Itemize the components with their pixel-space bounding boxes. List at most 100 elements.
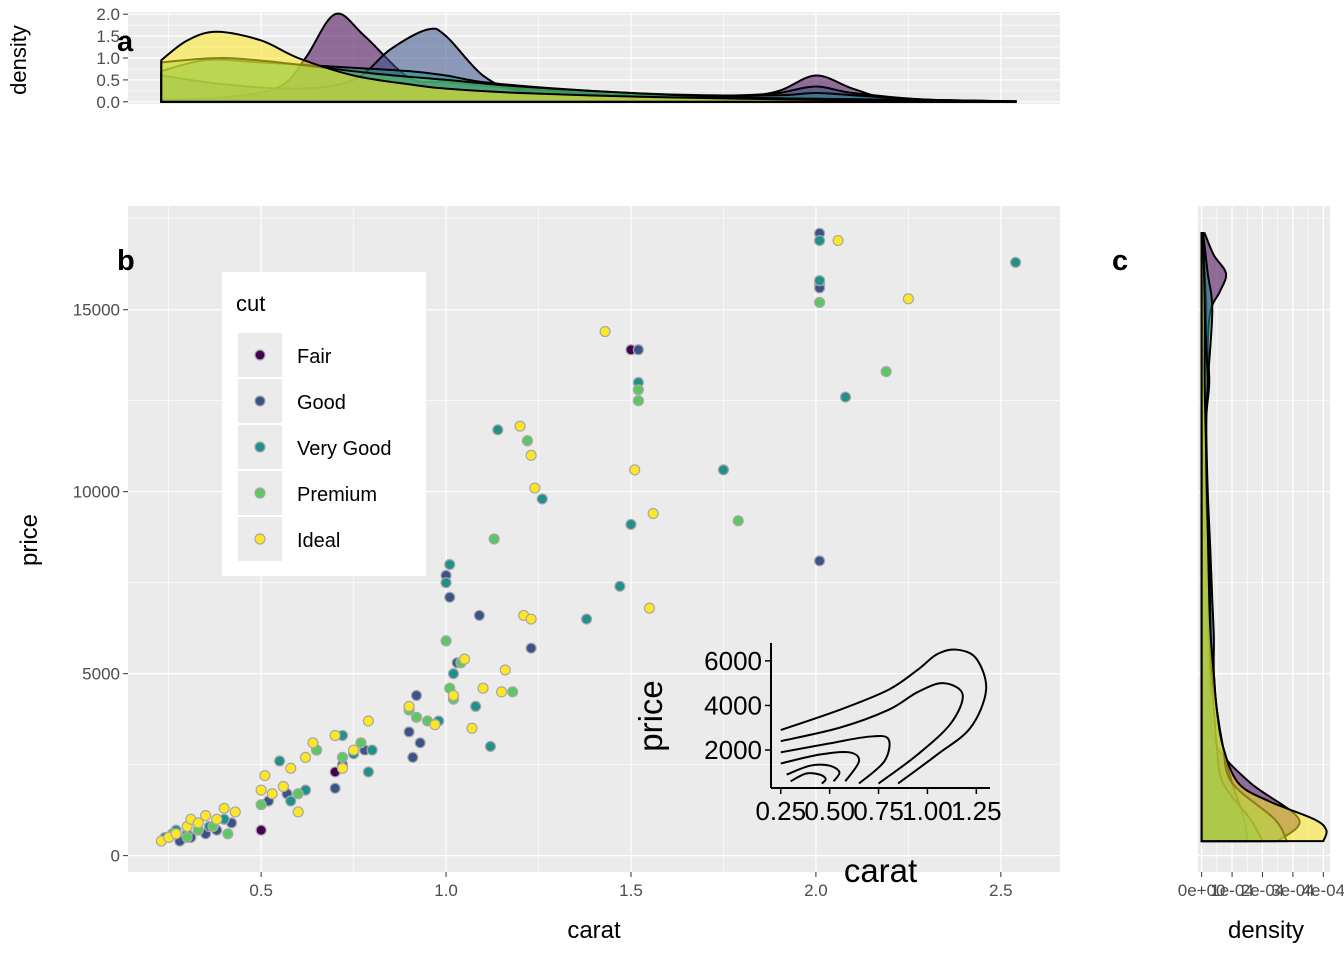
point-ideal [211,813,223,825]
point-ideal [255,784,267,796]
point-premium [632,384,644,396]
point-premium [440,635,452,647]
point-very-good [813,275,826,287]
inset-xtick-label: 0.25 [755,796,806,826]
point-ideal [218,802,230,814]
panel-a-ytick-label: 2.0 [96,5,120,24]
panel-b-xtick-label: 1.5 [619,881,643,900]
point-very-good [813,234,826,247]
point-very-good [447,668,460,680]
point-ideal [525,449,537,461]
point-premium [222,828,234,840]
point-very-good [362,766,374,778]
point-ideal [336,762,349,774]
panel-b-xtick-label: 1.0 [434,881,458,900]
point-ideal [495,686,508,698]
point-premium [355,737,367,749]
point-premium [507,686,519,698]
point-premium [488,533,500,545]
point-very-good [536,493,548,505]
density-area-ideal [1200,232,1328,843]
point-very-good [274,755,286,767]
point-good [410,689,423,702]
contour-line [780,734,891,785]
point-very-good [614,580,626,592]
point-premium [880,365,892,378]
inset-ytick-label: 4000 [704,690,762,720]
legend-entry-label: Good [297,392,346,414]
point-fair [255,824,267,836]
point-ideal [629,464,641,476]
point-good [407,751,419,763]
legend-entry-label: Premium [297,484,377,506]
point-ideal [192,817,204,829]
panel-b-xtick-label: 0.5 [249,881,273,900]
point-good [813,555,826,567]
point-very-good [440,577,452,589]
panel-label-c: c [1112,245,1128,277]
panel-label-a: a [117,26,134,58]
contour-line [780,682,964,785]
point-ideal [525,613,537,625]
panel-a-ylabel: density [6,25,31,95]
inset-ytick-label: 2000 [704,735,762,765]
point-ideal [447,689,460,702]
point-good [632,344,644,356]
panel-c-xtick-label: 0e+00 [1178,881,1226,900]
legend-swatch-good [254,395,266,407]
panel-c-xtick-label: 1e-04 [1210,881,1253,900]
inset-xtick-label: 0.50 [804,796,855,826]
panel-c-xlabel: density [1228,917,1304,944]
point-very-good [717,464,730,476]
panel-b-xtick-label: 2.5 [989,881,1013,900]
legend-entry-label: Ideal [297,530,340,552]
point-very-good [444,558,456,571]
point-ideal [599,325,611,338]
panel-c-xtick-label: 2e-04 [1241,881,1284,900]
panel-b-ytick-label: 15000 [73,301,120,320]
panel-b-ytick-label: 10000 [73,483,120,502]
contour-line [780,750,861,782]
legend: cut Fair Good Very Good Premium Ideal [222,272,426,576]
panel-c-xtick-label: 4e-04 [1302,881,1344,900]
panel-a-ytick-label: 0.0 [96,93,120,112]
point-ideal [292,806,304,818]
inset-xlabel: carat [844,852,917,889]
panel-b-xlabel: carat [567,917,621,944]
point-ideal [362,715,374,727]
point-ideal [329,729,341,742]
point-very-good [484,740,497,753]
panel-a-ytick-label: 1.5 [96,27,120,46]
point-ideal [307,737,319,749]
legend-title: cut [236,291,265,316]
point-premium [732,515,744,527]
point-good [525,642,537,654]
point-very-good [366,744,378,756]
point-ideal [299,751,312,763]
point-premium [292,788,304,800]
point-very-good [470,700,482,713]
panel-b-ytick-label: 5000 [82,665,120,684]
panel-b-ytick-label: 0 [111,847,120,866]
point-premium [336,751,349,763]
point-premium [813,296,826,309]
point-ideal [277,780,289,793]
panel-a-ytick-label: 0.5 [96,71,120,90]
point-good [444,591,456,603]
legend-entry-label: Very Good [297,438,392,460]
point-ideal [200,809,212,822]
point-good [473,609,485,622]
legend-swatch-fair [254,349,266,361]
inset-xtick-label: 0.75 [853,796,904,826]
point-ideal [285,762,297,774]
point-ideal [403,700,415,713]
inset-plot: 0.250.500.751.001.25 2000 4000 6000 carat pri… [632,643,1002,889]
point-very-good [1010,256,1022,269]
point-ideal [902,293,914,305]
point-premium [632,395,644,407]
point-premium [181,831,193,844]
inset-ytick-label: 6000 [704,646,762,676]
inset-ylabel: price [632,680,669,752]
panel-a-ytick-label: 1.0 [96,49,120,68]
